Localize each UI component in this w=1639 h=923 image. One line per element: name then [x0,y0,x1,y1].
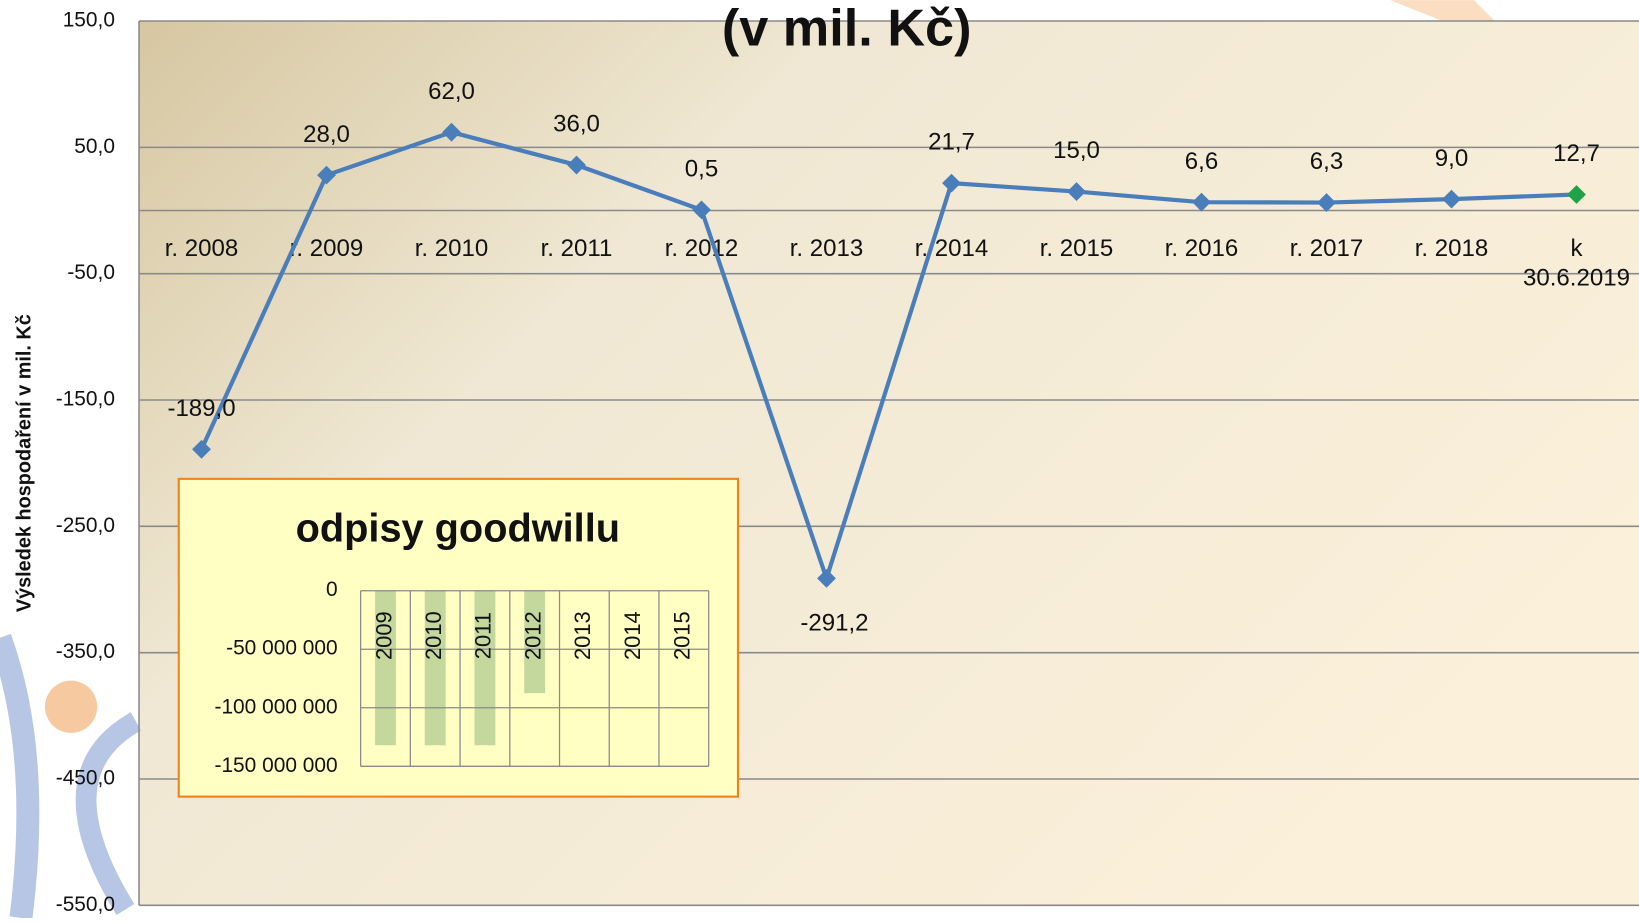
data-point [1067,182,1086,201]
x-tick-label: r. 2013 [789,234,864,262]
data-label: 9,0 [1435,145,1468,172]
data-point [317,165,336,185]
data-label: 62,0 [428,78,475,105]
x-tick-label: r. 2009 [289,234,364,262]
y-axis-title: Výsledek hospodaření v mil. Kč [13,314,35,612]
decor-arc [75,712,142,915]
y-tick-label: -350,0 [56,640,115,663]
x-tick-label: r. 2010 [414,234,489,262]
data-label: 6,3 [1310,148,1343,175]
x-tick-label: r. 2008 [164,234,239,262]
y-tick-label: -250,0 [56,514,115,537]
x-tick-label: 2014 [620,611,645,660]
data-point [1192,192,1211,212]
bar [424,590,446,746]
y-tick-label: -50,0 [67,261,115,284]
bar [524,590,546,694]
y-tick-label: 150,0 [63,9,115,32]
y-tick-label: 0 [326,578,338,601]
x-tick-label: 2012 [520,611,545,660]
x-tick-label-box: r. 2010 [414,234,489,262]
chart-title: (v mil. Kč) [722,0,972,57]
x-tick-label: r. 2016 [1164,234,1239,262]
line-series [199,130,1577,586]
data-point [192,439,211,459]
data-point [942,173,961,193]
x-tick-label-box: r. 2018 [1414,234,1489,262]
data-point [1317,193,1336,212]
x-tick-label-box: r. 2008 [164,234,239,262]
x-tick-label: r. 2015 [1039,234,1114,262]
data-label: 21,7 [928,129,975,156]
inset-panel [177,477,740,798]
x-tick-label-box: r. 2009 [289,234,364,262]
x-tick-label-box: r. 2014 [914,234,989,262]
y-tick-label: 50,0 [74,135,115,158]
x-tick-label: 2011 [471,612,496,659]
data-label: 12,7 [1553,140,1600,167]
x-tick-label: r. 2011 [540,234,613,262]
data-label: -189,0 [167,395,235,422]
x-tick-label-box: r. 2015 [1039,234,1114,262]
x-tick-label: 2015 [670,611,695,660]
x-tick-label-box: r. 2012 [664,234,739,262]
x-tick-label-box: r. 2013 [789,234,864,262]
x-tick-label: r. 2017 [1289,234,1364,262]
decor-circle [44,680,98,733]
data-label: 6,6 [1185,148,1218,175]
decor-shape [1390,0,1495,22]
x-tick-label-box: r. 2016 [1164,234,1239,262]
data-label: 15,0 [1053,137,1100,164]
x-tick-label-box: r. 2011 [540,234,613,262]
y-tick-label: -100 000 000 [214,695,337,718]
y-tick-label: -50 000 000 [226,637,338,660]
y-tick-label: -450,0 [56,767,115,790]
data-label: -291,2 [800,610,868,637]
data-point [817,568,836,588]
x-tick-label: r. 2014 [914,234,989,262]
y-tick-label: -150,0 [56,388,115,411]
x-tick-label: 2010 [421,611,446,660]
data-label: 0,5 [685,156,718,183]
data-point [1567,185,1586,204]
x-tick-label-box: k 30.6.2019 [1523,234,1630,292]
y-tick-label: -550,0 [56,893,115,916]
data-point [692,200,711,220]
x-tick-label: r. 2018 [1414,234,1489,262]
x-tick-label: 2013 [570,611,595,660]
decor-arc [0,633,40,920]
y-tick-label: -150 000 000 [214,754,337,777]
x-tick-label: 2009 [371,611,396,660]
data-label: 36,0 [553,111,600,138]
data-label: 28,0 [303,121,350,148]
bar [375,590,396,746]
x-tick-label: k 30.6.2019 [1523,234,1630,292]
x-tick-label-box: r. 2017 [1289,234,1364,262]
bar [474,590,496,746]
inset-title: odpisy goodwillu [296,507,620,551]
x-tick-label: r. 2012 [664,234,739,262]
